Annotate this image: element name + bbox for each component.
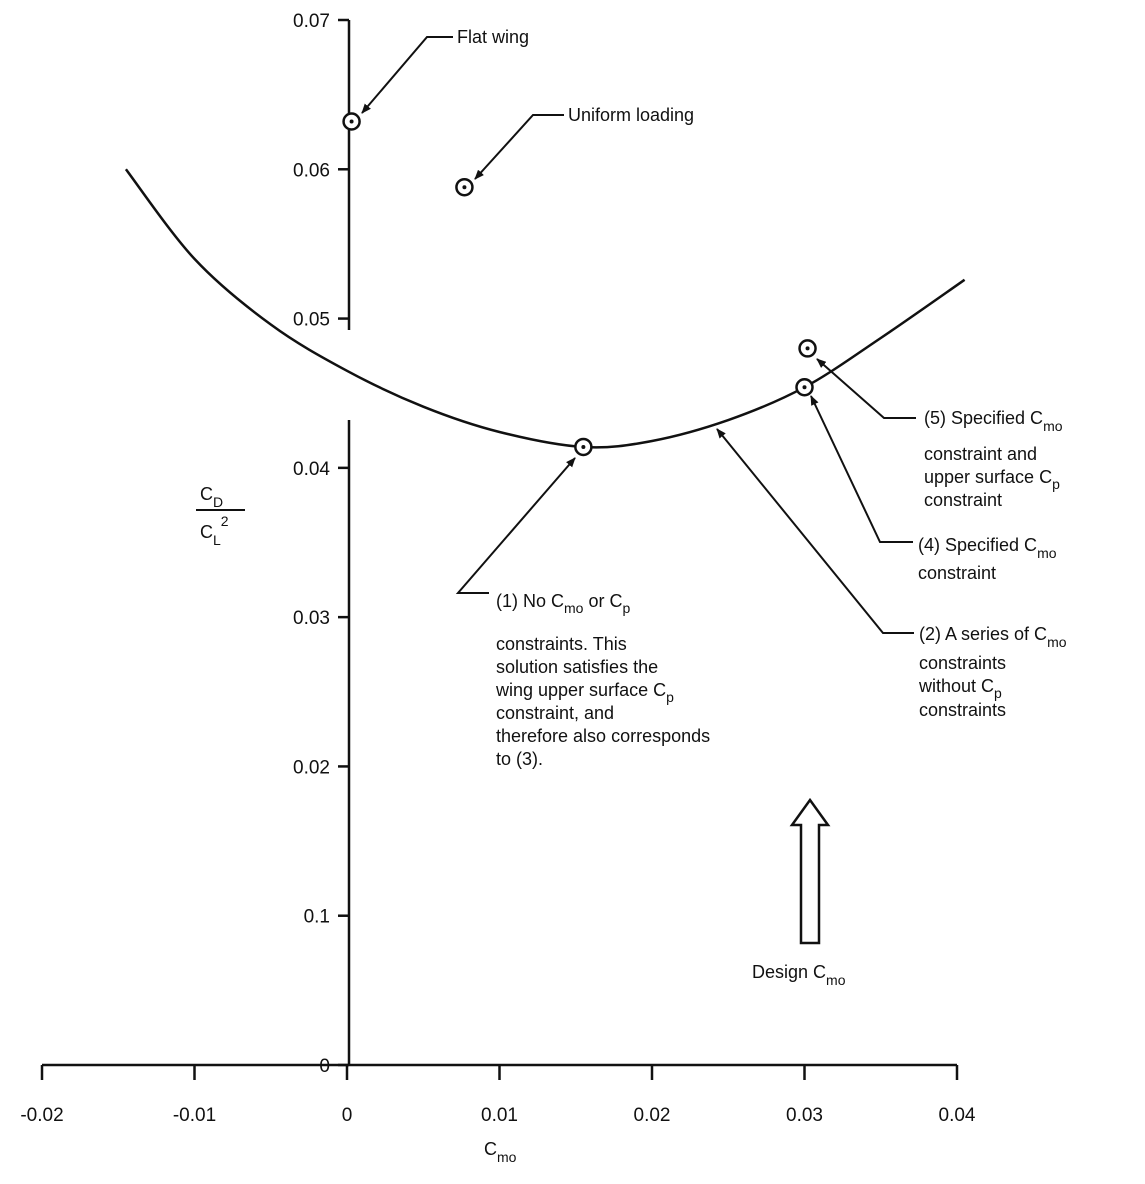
note1-label: (1) No Cmo or Cp constraints. This solut… xyxy=(495,591,710,769)
note1-line5: constraint, and xyxy=(496,703,614,723)
y-tick-label: 0 xyxy=(319,1056,330,1077)
x-tick-label: 0.03 xyxy=(786,1105,823,1126)
y-ticks: 0 0.1 0.02 0.03 0.04 0.05 0.06 0.07 xyxy=(293,11,349,1077)
y-tick-label: 0.1 xyxy=(304,907,330,928)
note4-leader xyxy=(810,395,913,543)
x-tick-label: -0.01 xyxy=(173,1105,216,1126)
note2-line4: constraints xyxy=(919,700,1006,720)
y-tick-label: 0.02 xyxy=(293,757,330,778)
note1-line7: to (3). xyxy=(496,749,543,769)
point-specified-cmo-cp xyxy=(798,339,817,358)
note5-leader xyxy=(816,358,916,419)
y-tick-label: 0.06 xyxy=(293,160,330,181)
x-tick-label: 0 xyxy=(342,1105,353,1126)
note5-label: (5) Specified Cmo constraint and upper s… xyxy=(924,408,1063,510)
y-tick-label: 0.03 xyxy=(293,608,330,629)
design-arrow-icon xyxy=(789,797,831,945)
note5-line3: upper surface Cp xyxy=(924,467,1060,492)
note1-line3: solution satisfies the xyxy=(496,657,658,677)
y-axis-title: CD CL2 xyxy=(196,484,245,548)
flat-wing-leader xyxy=(361,36,453,114)
note1-line1: (1) No Cmo or Cp xyxy=(496,591,630,616)
x-tick-label: 0.02 xyxy=(634,1105,671,1126)
note5-line4: constraint xyxy=(924,490,1002,510)
note2-label: (2) A series of Cmo constraints without … xyxy=(918,624,1067,720)
point-specified-cmo xyxy=(795,377,814,397)
y-axis-denominator: CL2 xyxy=(200,513,229,548)
note5-line1: (5) Specified Cmo xyxy=(924,408,1063,434)
x-axis: -0.02 -0.01 0 0.01 0.02 0.03 0.04 xyxy=(20,1063,976,1126)
uniform-loading-leader xyxy=(474,114,564,180)
point-no-constraints xyxy=(574,437,593,457)
x-tick-label: -0.02 xyxy=(20,1105,63,1126)
leader-lines xyxy=(361,36,916,634)
x-tick-label: 0.01 xyxy=(481,1105,518,1126)
note1-leader xyxy=(455,457,576,594)
note4-label: (4) Specified Cmo constraint xyxy=(918,535,1057,583)
flat-wing-label: Flat wing xyxy=(457,27,529,47)
x-axis-title: Cmo xyxy=(484,1139,517,1165)
note4-line2: constraint xyxy=(918,563,996,583)
note5-line2: constraint and xyxy=(924,444,1037,464)
point-flat-wing xyxy=(342,112,361,131)
note2-line2: constraints xyxy=(919,653,1006,673)
note2-line1: (2) A series of Cmo xyxy=(919,624,1067,650)
note1-line2: constraints. This xyxy=(496,634,627,654)
x-ticks: -0.02 -0.01 0 0.01 0.02 0.03 0.04 xyxy=(20,1065,976,1126)
point-uniform-loading xyxy=(455,177,474,197)
note4-line1: (4) Specified Cmo xyxy=(918,535,1057,561)
series-line xyxy=(124,168,966,449)
data-points xyxy=(342,112,817,457)
y-tick-label: 0.04 xyxy=(293,459,330,480)
note1-line4: wing upper surface Cp xyxy=(495,680,674,705)
note2-leader xyxy=(716,428,914,634)
y-tick-label: 0.05 xyxy=(293,310,330,331)
y-axis-numerator: CD xyxy=(200,484,223,510)
note1-line6: therefore also corresponds xyxy=(496,726,710,746)
note2-line3: without Cp xyxy=(918,676,1002,701)
uniform-loading-label: Uniform loading xyxy=(568,105,694,125)
y-tick-label: 0.07 xyxy=(293,11,330,32)
y-axis: 0 0.1 0.02 0.03 0.04 0.05 0.06 0.07 xyxy=(293,11,351,1077)
design-label: Design Cmo xyxy=(752,962,846,988)
x-tick-label: 0.04 xyxy=(939,1105,976,1126)
